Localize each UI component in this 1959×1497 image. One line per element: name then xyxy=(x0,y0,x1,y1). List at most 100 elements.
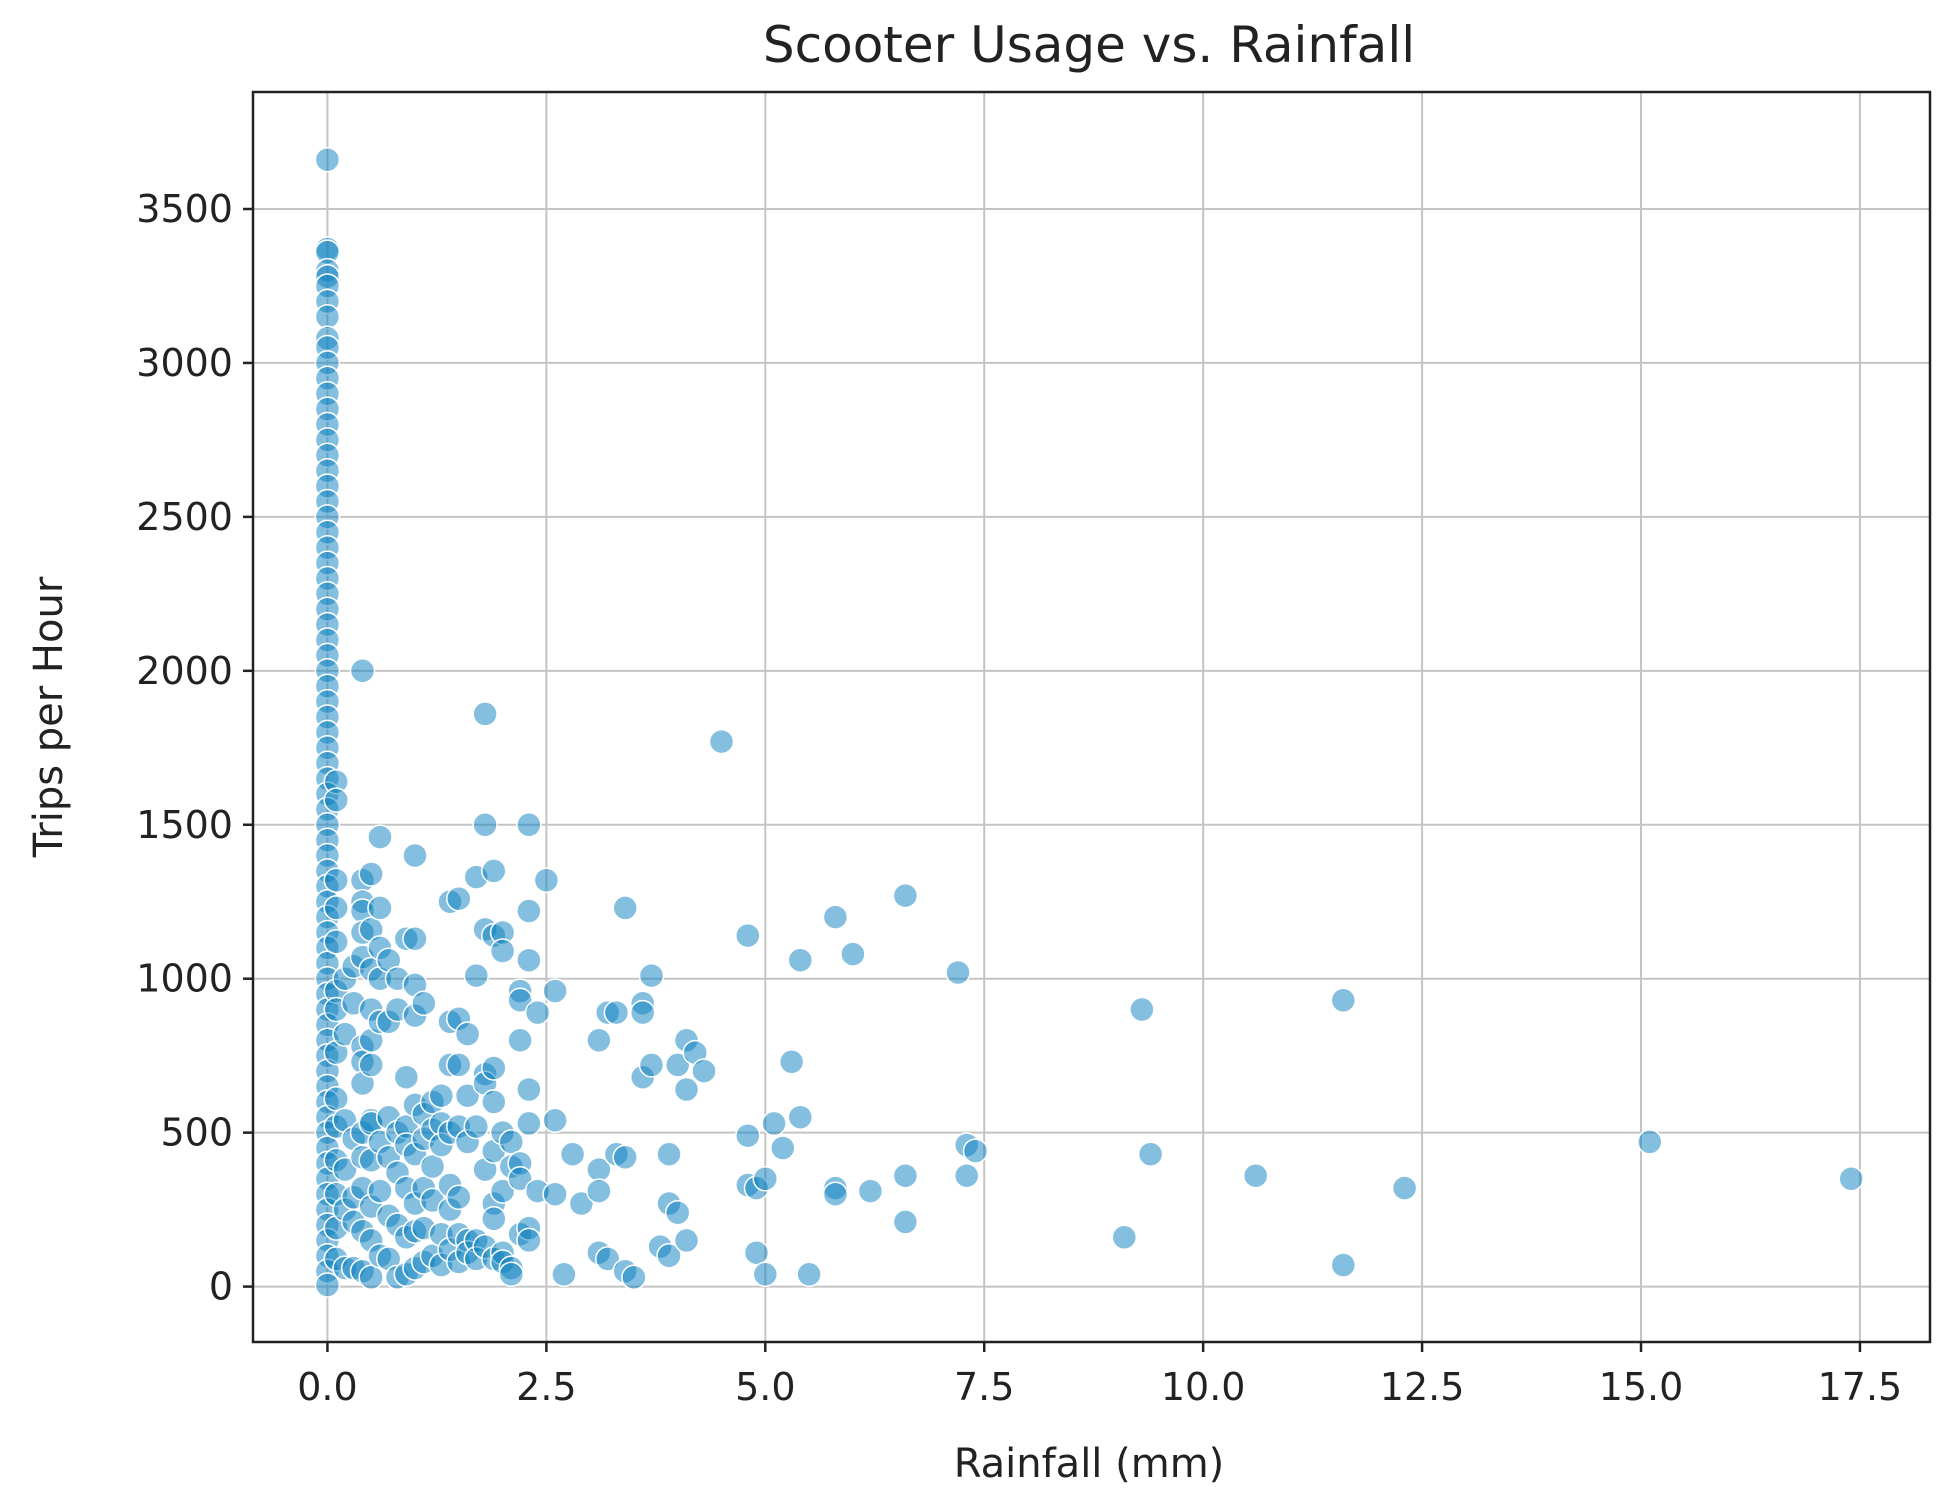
data-point xyxy=(1838,1166,1864,1192)
data-point xyxy=(962,1138,989,1164)
data-point xyxy=(516,1076,542,1103)
data-point xyxy=(945,959,971,986)
data-point xyxy=(323,929,349,955)
x-tick-label: 15.0 xyxy=(1599,1365,1684,1409)
data-point xyxy=(489,1178,516,1204)
y-axis-label: Trips per Hour xyxy=(26,576,72,858)
data-point xyxy=(551,1261,577,1288)
data-point xyxy=(857,1178,884,1204)
data-points xyxy=(314,146,1864,1298)
data-point xyxy=(664,1199,691,1226)
data-point xyxy=(498,1261,525,1288)
data-point xyxy=(1129,996,1155,1023)
data-point xyxy=(323,867,349,893)
data-point xyxy=(332,1156,358,1183)
data-point xyxy=(498,1129,525,1155)
data-point xyxy=(1111,1224,1138,1251)
x-tick-label: 17.5 xyxy=(1818,1365,1903,1409)
data-point xyxy=(1391,1175,1418,1201)
data-point xyxy=(568,1190,595,1217)
data-point xyxy=(1637,1129,1663,1155)
data-point xyxy=(332,1021,358,1047)
y-tick-label: 1000 xyxy=(136,957,233,1001)
data-point xyxy=(752,1166,779,1192)
y-tick-label: 3000 xyxy=(136,341,233,385)
data-point xyxy=(629,999,656,1026)
data-point xyxy=(481,1089,507,1115)
data-point xyxy=(743,1239,770,1266)
data-point xyxy=(892,1209,919,1235)
data-point xyxy=(393,1064,420,1090)
data-point xyxy=(778,1049,805,1075)
data-point xyxy=(612,895,638,921)
data-point xyxy=(892,1162,919,1189)
data-point xyxy=(446,885,472,912)
data-point xyxy=(656,1141,682,1167)
data-point xyxy=(323,787,349,813)
y-tick-label: 2000 xyxy=(136,649,233,693)
chart-title: Scooter Usage vs. Rainfall xyxy=(763,16,1415,74)
data-point xyxy=(516,1110,542,1137)
data-point xyxy=(428,1082,455,1109)
data-point xyxy=(507,987,533,1014)
data-point xyxy=(524,999,551,1026)
data-point xyxy=(358,861,384,887)
data-point xyxy=(1242,1162,1269,1189)
data-point xyxy=(953,1162,980,1189)
data-point xyxy=(323,1086,349,1112)
data-point xyxy=(638,1052,665,1078)
data-point xyxy=(638,962,665,989)
data-point xyxy=(892,882,919,909)
data-point xyxy=(367,824,393,850)
data-point xyxy=(542,1107,568,1134)
data-point xyxy=(673,1076,700,1103)
y-tick-label: 3500 xyxy=(136,187,233,231)
data-point xyxy=(367,1178,393,1204)
data-point xyxy=(787,947,814,973)
data-point xyxy=(542,1181,568,1207)
data-point xyxy=(463,962,490,989)
data-point xyxy=(586,1178,612,1204)
data-point xyxy=(735,922,761,949)
data-point xyxy=(1330,987,1357,1014)
x-axis: 0.0 2.5 5.0 7.5 10.0 12.5 15.0 17.5 xyxy=(297,1342,1902,1409)
data-point xyxy=(621,1264,647,1291)
data-point xyxy=(314,304,341,330)
data-point xyxy=(752,1261,779,1288)
x-axis-label: Rainfall (mm) xyxy=(954,1441,1225,1487)
data-point xyxy=(446,1052,472,1078)
data-point xyxy=(411,990,437,1017)
data-point xyxy=(402,925,428,952)
y-axis: 0 500 1000 1500 2000 2500 3000 3500 xyxy=(136,187,253,1309)
data-point xyxy=(559,1141,586,1167)
data-point xyxy=(516,898,542,924)
data-point xyxy=(472,701,498,727)
y-tick-label: 500 xyxy=(160,1111,233,1155)
data-point xyxy=(516,947,542,973)
data-point xyxy=(822,904,849,930)
data-point xyxy=(586,1027,612,1054)
data-point xyxy=(656,1243,682,1269)
data-point xyxy=(489,938,516,964)
plot-frame xyxy=(251,90,1932,1344)
data-point xyxy=(603,999,630,1026)
data-point xyxy=(691,1058,717,1084)
data-point xyxy=(1137,1141,1164,1167)
data-point xyxy=(419,1153,446,1180)
data-point xyxy=(761,1110,787,1137)
x-tick-label: 12.5 xyxy=(1380,1365,1465,1409)
data-point xyxy=(612,1144,638,1171)
data-point xyxy=(454,1082,481,1109)
data-point xyxy=(358,1052,384,1078)
data-point xyxy=(1330,1252,1357,1278)
x-tick-label: 7.5 xyxy=(954,1365,1014,1409)
data-point xyxy=(822,1181,849,1207)
x-tick-label: 2.5 xyxy=(516,1365,576,1409)
data-point xyxy=(542,978,568,1004)
data-point xyxy=(481,858,507,884)
data-point xyxy=(533,867,560,893)
data-point xyxy=(367,895,393,921)
data-point xyxy=(770,1135,796,1161)
data-point xyxy=(349,658,376,684)
